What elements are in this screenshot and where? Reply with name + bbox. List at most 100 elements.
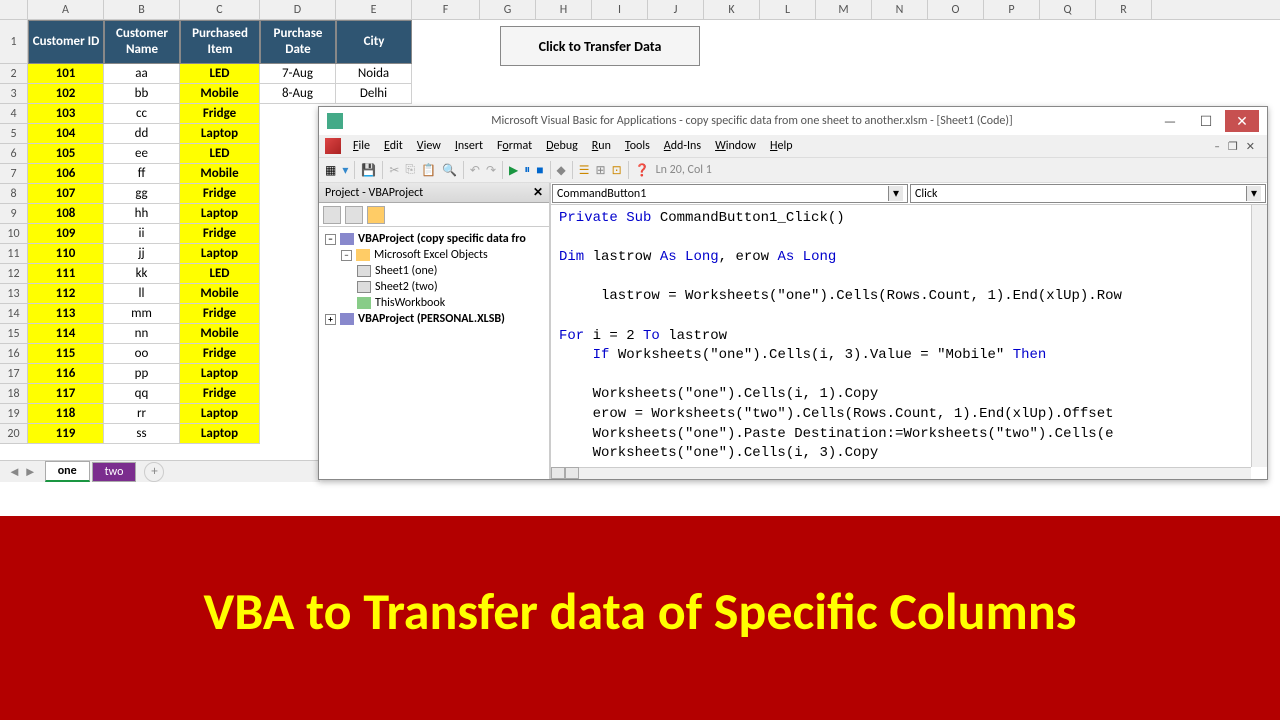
cell-name[interactable]: ll [104, 284, 180, 304]
maximize-button[interactable]: ☐ [1189, 110, 1223, 132]
cell-id[interactable]: 118 [28, 404, 104, 424]
save-icon[interactable]: 💾 [361, 163, 376, 178]
cell-city[interactable]: Noida [336, 64, 412, 84]
object-dropdown[interactable]: CommandButton1▾ [552, 184, 908, 203]
add-sheet-button[interactable]: + [144, 462, 164, 482]
cell-id[interactable]: 103 [28, 104, 104, 124]
menu-edit[interactable]: Edit [378, 137, 409, 155]
cell-name[interactable]: aa [104, 64, 180, 84]
redo-icon[interactable]: ↷ [486, 163, 496, 178]
cell-id[interactable]: 116 [28, 364, 104, 384]
full-view-icon[interactable] [565, 467, 579, 479]
tree-project[interactable]: VBAProject (copy specific data fro [358, 232, 526, 246]
col-header[interactable]: M [816, 0, 872, 19]
procedure-dropdown[interactable]: Click▾ [910, 184, 1266, 203]
cell-id[interactable]: 107 [28, 184, 104, 204]
collapse-icon[interactable]: − [341, 250, 352, 261]
project-explorer-icon[interactable]: ☰ [579, 163, 590, 178]
row-header[interactable]: 15 [0, 324, 28, 344]
cell-id[interactable]: 101 [28, 64, 104, 84]
menu-view[interactable]: View [411, 137, 447, 155]
cell-date[interactable]: 8-Aug [260, 84, 336, 104]
view-code-icon[interactable] [323, 206, 341, 224]
project-pane-close-icon[interactable]: ✕ [533, 185, 543, 200]
code-editor[interactable]: Private Sub CommandButton1_Click() Dim l… [551, 205, 1267, 479]
row-header[interactable]: 5 [0, 124, 28, 144]
cell-name[interactable]: bb [104, 84, 180, 104]
cell-id[interactable]: 115 [28, 344, 104, 364]
tree-sheet1[interactable]: Sheet1 (one) [375, 264, 437, 278]
row-header[interactable]: 6 [0, 144, 28, 164]
expand-icon[interactable]: + [325, 314, 336, 325]
cell-name[interactable]: gg [104, 184, 180, 204]
menu-window[interactable]: Window [709, 137, 762, 155]
run-icon[interactable]: ▶ [509, 163, 518, 178]
col-header[interactable]: A [28, 0, 104, 19]
cell-item[interactable]: LED [180, 264, 260, 284]
undo-icon[interactable]: ↶ [470, 163, 480, 178]
cell-id[interactable]: 114 [28, 324, 104, 344]
cell-name[interactable]: nn [104, 324, 180, 344]
cell-id[interactable]: 119 [28, 424, 104, 444]
row-header[interactable]: 2 [0, 64, 28, 84]
copy-icon[interactable]: ⎘ [405, 163, 415, 177]
horizontal-scrollbar[interactable] [551, 467, 1251, 479]
cell-name[interactable]: ff [104, 164, 180, 184]
toggle-folders-icon[interactable] [367, 206, 385, 224]
col-header[interactable]: C [180, 0, 260, 19]
cell-item[interactable]: Fridge [180, 184, 260, 204]
menu-debug[interactable]: Debug [540, 137, 584, 155]
row-header[interactable]: 18 [0, 384, 28, 404]
tree-sheet2[interactable]: Sheet2 (two) [375, 280, 438, 294]
tree-personal[interactable]: VBAProject (PERSONAL.XLSB) [358, 312, 505, 326]
col-header[interactable]: L [760, 0, 816, 19]
row-header[interactable]: 9 [0, 204, 28, 224]
cell-id[interactable]: 110 [28, 244, 104, 264]
col-header[interactable]: P [984, 0, 1040, 19]
header-cell[interactable]: Purchase Date [260, 20, 336, 64]
cell-item[interactable]: Laptop [180, 204, 260, 224]
mdi-close-icon[interactable]: ✕ [1246, 140, 1255, 153]
cell-item[interactable]: Laptop [180, 244, 260, 264]
cell-name[interactable]: cc [104, 104, 180, 124]
cell-item[interactable]: Laptop [180, 404, 260, 424]
menu-run[interactable]: Run [586, 137, 617, 155]
mdi-minimize-icon[interactable]: – [1214, 140, 1219, 153]
tree-thisworkbook[interactable]: ThisWorkbook [375, 296, 445, 310]
dropdown-arrow-icon[interactable]: ▾ [1246, 186, 1261, 201]
cell-item[interactable]: LED [180, 144, 260, 164]
row-header[interactable]: 1 [0, 20, 28, 64]
cell-id[interactable]: 105 [28, 144, 104, 164]
transfer-data-button[interactable]: Click to Transfer Data [500, 26, 700, 66]
find-icon[interactable]: 🔍 [442, 163, 457, 178]
view-excel-icon[interactable]: ▦ [325, 163, 336, 178]
help-icon[interactable]: ❓ [635, 163, 650, 178]
stop-icon[interactable]: ■ [536, 163, 543, 178]
menu-insert[interactable]: Insert [449, 137, 489, 155]
row-header[interactable]: 20 [0, 424, 28, 444]
cell-item[interactable]: Laptop [180, 424, 260, 444]
properties-icon[interactable]: ⊞ [596, 163, 606, 178]
mdi-restore-icon[interactable]: ❐ [1228, 140, 1238, 153]
cell-item[interactable]: Fridge [180, 384, 260, 404]
cell-id[interactable]: 117 [28, 384, 104, 404]
header-cell[interactable]: Purchased Item [180, 20, 260, 64]
col-header[interactable]: Q [1040, 0, 1096, 19]
col-header[interactable]: B [104, 0, 180, 19]
cell-item[interactable]: Mobile [180, 164, 260, 184]
col-header[interactable]: G [480, 0, 536, 19]
col-header[interactable]: N [872, 0, 928, 19]
header-cell[interactable]: Customer ID [28, 20, 104, 64]
cell-item[interactable]: Fridge [180, 344, 260, 364]
tree-folder[interactable]: Microsoft Excel Objects [374, 248, 488, 262]
vertical-scrollbar[interactable] [1251, 205, 1267, 467]
col-header[interactable]: K [704, 0, 760, 19]
menu-tools[interactable]: Tools [619, 137, 656, 155]
row-header[interactable]: 19 [0, 404, 28, 424]
cell-name[interactable]: oo [104, 344, 180, 364]
select-all-corner[interactable] [0, 0, 28, 19]
col-header[interactable]: R [1096, 0, 1152, 19]
paste-icon[interactable]: 📋 [421, 163, 436, 178]
cell-id[interactable]: 104 [28, 124, 104, 144]
row-header[interactable]: 17 [0, 364, 28, 384]
